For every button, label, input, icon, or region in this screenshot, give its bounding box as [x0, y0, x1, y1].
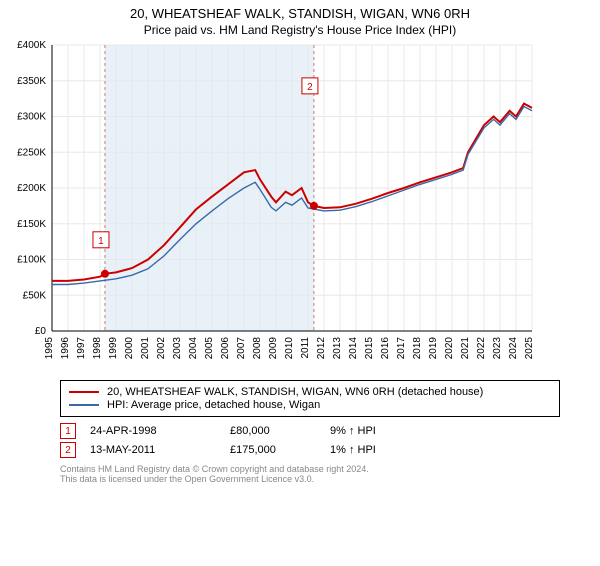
annotation-row: 2 13-MAY-2011 £175,000 1% ↑ HPI — [60, 442, 560, 458]
svg-text:2013: 2013 — [332, 337, 343, 360]
svg-text:1999: 1999 — [108, 337, 119, 360]
annotation-pct: 9% ↑ HPI — [330, 425, 440, 437]
svg-text:£0: £0 — [35, 326, 47, 337]
annotation-marker: 1 — [60, 423, 76, 439]
svg-text:1995: 1995 — [44, 337, 55, 360]
svg-text:£50K: £50K — [23, 290, 47, 301]
footer: Contains HM Land Registry data © Crown c… — [60, 464, 560, 484]
svg-text:2023: 2023 — [492, 337, 503, 360]
svg-text:£350K: £350K — [17, 76, 46, 87]
svg-text:1997: 1997 — [76, 337, 87, 360]
svg-text:2012: 2012 — [316, 337, 327, 360]
legend-row: 20, WHEATSHEAF WALK, STANDISH, WIGAN, WN… — [69, 386, 551, 398]
svg-text:2016: 2016 — [380, 337, 391, 360]
svg-text:£250K: £250K — [17, 147, 46, 158]
chart-svg: £0 £50K £100K £150K £200K £250K £300K £350K £400… — [0, 41, 540, 371]
legend-label: HPI: Average price, detached house, Wiga… — [107, 399, 320, 411]
annotation-price: £80,000 — [230, 425, 330, 437]
svg-text:2005: 2005 — [204, 337, 215, 360]
legend-swatch — [69, 404, 99, 406]
svg-text:2019: 2019 — [428, 337, 439, 360]
svg-text:2014: 2014 — [348, 337, 359, 360]
page-title: 20, WHEATSHEAF WALK, STANDISH, WIGAN, WN… — [0, 6, 600, 21]
svg-text:2024: 2024 — [508, 337, 519, 360]
svg-text:2: 2 — [307, 82, 313, 93]
svg-text:2020: 2020 — [444, 337, 455, 360]
legend-swatch — [69, 391, 99, 393]
svg-text:2000: 2000 — [124, 337, 135, 360]
svg-text:1: 1 — [98, 236, 104, 247]
annotation-date: 13-MAY-2011 — [90, 444, 230, 456]
svg-text:2025: 2025 — [524, 337, 535, 360]
svg-text:2002: 2002 — [156, 337, 167, 360]
svg-text:£400K: £400K — [17, 41, 46, 51]
footer-line: This data is licensed under the Open Gov… — [60, 474, 560, 484]
annotation-date: 24-APR-1998 — [90, 425, 230, 437]
svg-text:2008: 2008 — [252, 337, 263, 360]
svg-text:£100K: £100K — [17, 255, 46, 266]
svg-text:£300K: £300K — [17, 112, 46, 123]
svg-text:2006: 2006 — [220, 337, 231, 360]
footer-line: Contains HM Land Registry data © Crown c… — [60, 464, 560, 474]
chart: £0 £50K £100K £150K £200K £250K £300K £350K £400… — [0, 41, 600, 376]
svg-text:2001: 2001 — [140, 337, 151, 360]
page-subtitle: Price paid vs. HM Land Registry's House … — [0, 23, 600, 37]
svg-text:2017: 2017 — [396, 337, 407, 360]
svg-text:£200K: £200K — [17, 183, 46, 194]
svg-text:2010: 2010 — [284, 337, 295, 360]
annotation-row: 1 24-APR-1998 £80,000 9% ↑ HPI — [60, 423, 560, 439]
svg-text:2003: 2003 — [172, 337, 183, 360]
annotation-pct: 1% ↑ HPI — [330, 444, 440, 456]
svg-text:1996: 1996 — [60, 337, 71, 360]
legend-label: 20, WHEATSHEAF WALK, STANDISH, WIGAN, WN… — [107, 386, 483, 398]
svg-text:2015: 2015 — [364, 337, 375, 360]
annotation-price: £175,000 — [230, 444, 330, 456]
svg-text:£150K: £150K — [17, 219, 46, 230]
svg-text:2009: 2009 — [268, 337, 279, 360]
svg-text:2018: 2018 — [412, 337, 423, 360]
svg-text:2007: 2007 — [236, 337, 247, 360]
svg-text:1998: 1998 — [92, 337, 103, 360]
svg-text:2022: 2022 — [476, 337, 487, 360]
legend: 20, WHEATSHEAF WALK, STANDISH, WIGAN, WN… — [60, 380, 560, 417]
svg-text:2011: 2011 — [300, 337, 311, 359]
annotation-marker: 2 — [60, 442, 76, 458]
svg-text:2004: 2004 — [188, 337, 199, 360]
svg-text:2021: 2021 — [460, 337, 471, 360]
annotation-table: 1 24-APR-1998 £80,000 9% ↑ HPI 2 13-MAY-… — [60, 423, 560, 458]
legend-row: HPI: Average price, detached house, Wiga… — [69, 399, 551, 411]
